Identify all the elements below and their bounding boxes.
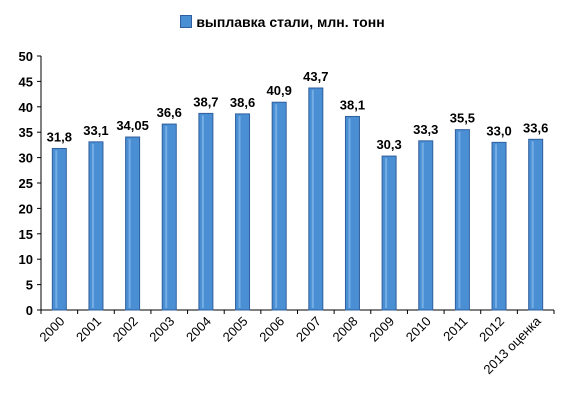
bar-highlight [128, 139, 131, 308]
y-tick-label: 20 [19, 201, 33, 216]
bar-highlight [348, 118, 351, 309]
bar [454, 129, 470, 311]
bar [308, 87, 324, 311]
legend: выплавка стали, млн. тонн [0, 14, 565, 30]
bar [528, 138, 544, 311]
value-label: 36,6 [157, 105, 182, 120]
x-tick-label: 2002 [110, 314, 141, 345]
x-tick-label: 2005 [220, 314, 251, 345]
bar-highlight [201, 115, 204, 309]
value-label: 38,7 [193, 94, 218, 109]
bar-highlight [55, 150, 58, 308]
bar [381, 155, 397, 311]
y-tick-label: 15 [19, 227, 33, 242]
bar [491, 141, 507, 311]
bar-highlight [458, 131, 461, 308]
value-label: 33,0 [486, 123, 511, 138]
y-tick-label: 45 [19, 74, 33, 89]
value-label: 38,1 [340, 97, 365, 112]
bar [271, 101, 287, 311]
bar [418, 140, 434, 311]
bar-highlight [531, 141, 534, 308]
value-label: 31,8 [47, 129, 72, 144]
legend-swatch [180, 15, 193, 28]
bar [88, 141, 104, 311]
value-label: 33,6 [523, 120, 548, 135]
bar [51, 147, 67, 311]
value-label: 34,05 [116, 118, 149, 133]
x-tick-label: 2009 [366, 314, 397, 345]
bar-highlight [165, 126, 168, 309]
x-tick-label: 2012 [476, 314, 507, 345]
y-tick-label: 25 [19, 176, 33, 191]
x-tick-label: 2001 [73, 314, 104, 345]
bar-highlight [238, 115, 241, 308]
bar-highlight [385, 158, 388, 308]
value-label: 30,3 [376, 137, 401, 152]
bar-highlight [91, 143, 94, 308]
value-label: 43,7 [303, 69, 328, 84]
bar-highlight [275, 104, 278, 308]
y-tick-label: 35 [19, 125, 33, 140]
x-tick-label: 2006 [256, 314, 287, 345]
y-tick-label: 50 [19, 49, 33, 64]
bar [125, 136, 141, 311]
bar [235, 113, 251, 311]
y-tick-label: 10 [19, 252, 33, 267]
x-tick-label: 2011 [440, 314, 470, 344]
value-label: 40,9 [267, 83, 292, 98]
x-tick-label: 2003 [146, 314, 177, 345]
y-tick-label: 40 [19, 100, 33, 115]
value-label: 33,3 [413, 122, 438, 137]
x-tick-label: 2010 [403, 314, 434, 345]
bar-highlight [311, 90, 314, 308]
value-label: 38,6 [230, 95, 255, 110]
bar [344, 115, 360, 311]
y-tick-label: 30 [19, 151, 33, 166]
x-tick-label: 2000 [36, 314, 67, 345]
bar [198, 112, 214, 311]
bar-highlight [495, 144, 498, 308]
value-label: 35,5 [450, 111, 475, 126]
x-tick-label: 2004 [183, 314, 214, 345]
bar [161, 123, 177, 311]
bar-highlight [421, 142, 424, 308]
x-tick-label: 2007 [293, 314, 324, 345]
x-tick-label: 2008 [330, 314, 361, 345]
y-tick-label: 5 [26, 278, 33, 293]
value-label: 33,1 [83, 123, 108, 138]
y-tick-label: 0 [26, 303, 33, 318]
legend-label: выплавка стали, млн. тонн [196, 14, 385, 30]
